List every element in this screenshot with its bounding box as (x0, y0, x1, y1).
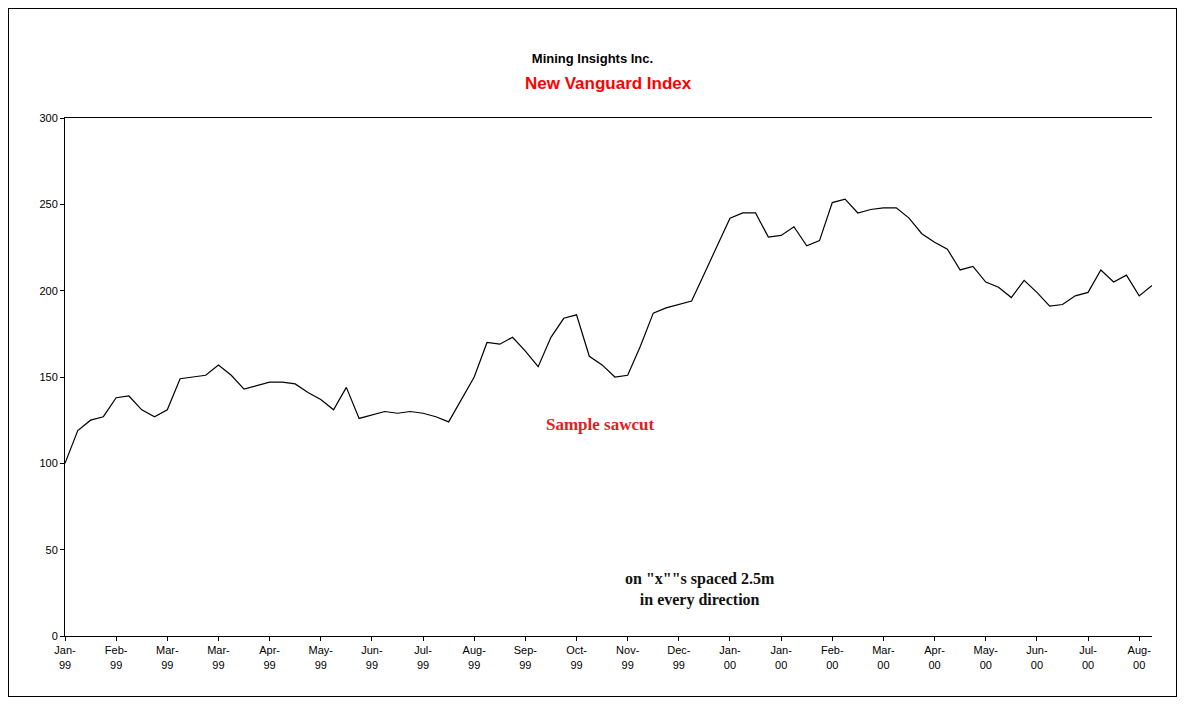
svg-text:Jun-99: Jun-99 (361, 644, 383, 670)
svg-text:Jul-99: Jul-99 (414, 644, 432, 670)
svg-text:Dec-99: Dec-99 (667, 644, 691, 670)
svg-text:150: 150 (39, 371, 57, 383)
svg-text:Mar-00: Mar-00 (872, 644, 895, 670)
svg-text:Jan-00: Jan-00 (719, 644, 741, 670)
svg-text:Jul-00: Jul-00 (1079, 644, 1097, 670)
svg-text:May-00: May-00 (974, 644, 999, 670)
svg-text:May-99: May-99 (309, 644, 334, 670)
svg-text:100: 100 (39, 457, 57, 469)
svg-text:Apr-99: Apr-99 (259, 644, 280, 670)
svg-text:Sample sawcut: Sample sawcut (546, 415, 654, 434)
svg-text:Feb-00: Feb-00 (821, 644, 844, 670)
svg-text:Oct-99: Oct-99 (566, 644, 587, 670)
svg-text:200: 200 (39, 285, 57, 297)
svg-text:New Vanguard Index: New Vanguard Index (525, 74, 692, 93)
svg-text:Jun-00: Jun-00 (1026, 644, 1048, 670)
svg-text:Mining Insights Inc.: Mining Insights Inc. (532, 51, 653, 66)
svg-text:Apr-00: Apr-00 (924, 644, 945, 670)
svg-text:Mar-99: Mar-99 (156, 644, 179, 670)
svg-text:0: 0 (52, 630, 58, 642)
svg-text:Jan-00: Jan-00 (770, 644, 792, 670)
svg-text:250: 250 (39, 198, 57, 210)
svg-text:300: 300 (39, 112, 57, 124)
svg-text:Nov-99: Nov-99 (616, 644, 640, 670)
svg-text:Aug-99: Aug-99 (463, 644, 487, 670)
svg-text:Aug-00: Aug-00 (1128, 644, 1152, 670)
svg-text:Feb-99: Feb-99 (105, 644, 128, 670)
svg-text:on "x""s spaced 2.5min every d: on "x""s spaced 2.5min every direction (625, 570, 775, 609)
svg-text:50: 50 (46, 544, 58, 556)
svg-text:Sep-99: Sep-99 (514, 644, 538, 670)
svg-text:Mar-99: Mar-99 (207, 644, 230, 670)
svg-text:Jan-99: Jan-99 (54, 644, 76, 670)
